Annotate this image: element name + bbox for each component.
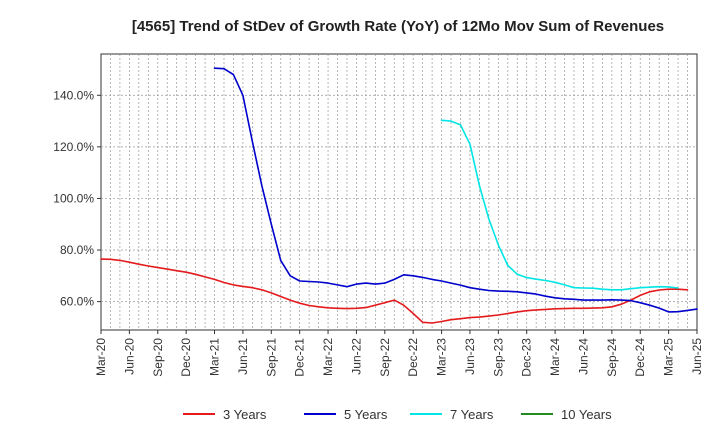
x-tick-label: Dec-23 (520, 338, 534, 377)
x-tick-label: Sep-22 (378, 338, 392, 377)
series-line-5-years (213, 67, 698, 313)
legend: 3 Years 5 Years 7 Years 10 Years (183, 407, 612, 422)
x-tick-label: Dec-20 (179, 338, 193, 377)
x-tick-label: Dec-24 (633, 338, 647, 377)
legend-label-3-years: 3 Years (223, 407, 267, 422)
x-tick-label: Mar-23 (435, 338, 449, 376)
legend-label-10-years: 10 Years (561, 407, 612, 422)
legend-label-5-years: 5 Years (344, 407, 388, 422)
grid (101, 54, 697, 330)
x-tick-label: Mar-24 (548, 338, 562, 376)
y-tick-label: 120.0% (53, 140, 94, 154)
x-tick-label: Jun-23 (463, 338, 477, 375)
legend-label-7-years: 7 Years (450, 407, 494, 422)
series-lines (100, 67, 698, 324)
x-tick-label: Mar-22 (321, 338, 335, 376)
x-tick-label: Jun-25 (690, 338, 704, 375)
x-tick-label: Sep-21 (264, 338, 278, 377)
y-tick-label: 60.0% (60, 295, 94, 309)
y-axis: 60.0% 80.0% 100.0% 120.0% 140.0% (53, 88, 101, 309)
chart-title: [4565] Trend of StDev of Growth Rate (Yo… (132, 18, 664, 35)
x-tick-label: Jun-22 (349, 338, 363, 375)
x-axis: Mar-20 Jun-20 Sep-20 Dec-20 Mar-21 Jun-21 Sep-… (94, 330, 704, 377)
x-tick-label: Mar-20 (94, 338, 108, 376)
plot-border (100, 53, 698, 331)
x-tick-label: Sep-23 (491, 338, 505, 377)
x-tick-label: Dec-22 (406, 338, 420, 377)
x-tick-label: Jun-24 (576, 338, 590, 375)
series-line-3-years (100, 258, 689, 324)
y-tick-label: 100.0% (53, 191, 94, 205)
x-tick-label: Jun-20 (122, 338, 136, 375)
x-tick-label: Sep-20 (151, 338, 165, 377)
x-tick-label: Mar-21 (208, 338, 222, 376)
y-tick-label: 80.0% (60, 243, 94, 257)
x-tick-label: Mar-25 (662, 338, 676, 376)
x-tick-label: Dec-21 (293, 338, 307, 377)
x-tick-label: Jun-21 (236, 338, 250, 375)
y-tick-label: 140.0% (53, 88, 94, 102)
series-line-7-years (440, 119, 679, 291)
x-tick-label: Sep-24 (605, 338, 619, 377)
plot-area (100, 53, 698, 331)
